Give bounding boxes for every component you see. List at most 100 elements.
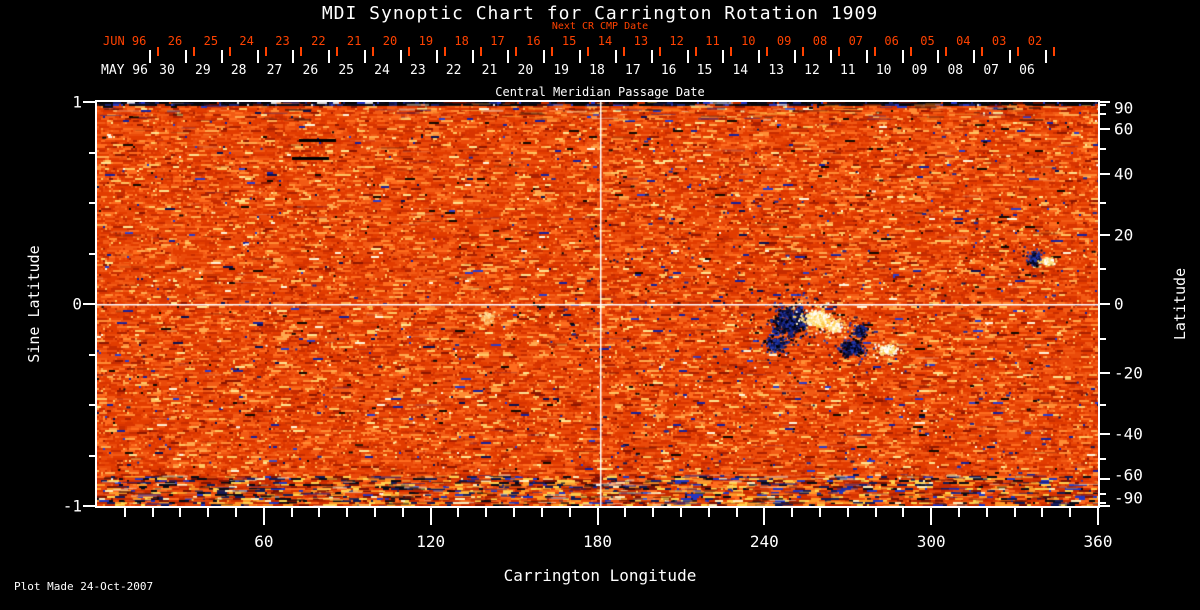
may-day-label: 19 [553,63,569,78]
bottom-axis-minor-tick [1069,508,1072,517]
left-axis-tick-label: -1 [62,496,82,516]
may-axis-tick [184,50,187,63]
jun-axis-tick [336,47,339,56]
may-axis-tick [328,50,331,63]
jun-axis-tick [264,47,267,56]
bottom-axis-major-tick [930,508,933,525]
right-axis-minor-tick [1100,148,1106,151]
jun-axis-tick [766,47,769,56]
jun-day-label: 11 [705,34,720,48]
right-axis-minor-tick [1100,202,1106,204]
may-axis-tick [399,50,402,63]
bottom-axis-major-tick [262,508,265,525]
bottom-axis-minor-tick [679,508,682,517]
may-day-label: 14 [732,63,749,78]
may-day-label: 07 [983,63,999,78]
left-axis-minor-tick [89,353,95,356]
may-axis-tick [579,50,582,63]
right-axis-tick-label: 40 [1114,164,1134,184]
jun-day-label: 20 [382,34,398,48]
jun-axis-tick [873,47,876,56]
bottom-axis-minor-tick [846,508,849,517]
bottom-axis-major-tick [596,508,599,525]
bottom-axis-tick-label: 120 [416,532,446,551]
may-axis-tick [758,50,761,63]
jun-axis-tick [837,47,840,56]
right-axis-tick-label: 20 [1114,225,1134,245]
may-axis-tick [543,50,546,63]
may-axis-tick [901,50,904,63]
bottom-axis-tick-label: 240 [749,532,779,551]
bottom-axis-minor-tick [151,508,154,517]
right-axis-major-tick [1100,303,1110,305]
jun-day-label: 06 [884,34,899,48]
jun-axis-tick [622,47,625,56]
may-axis-tick [937,50,940,63]
jun-axis-tick [909,47,912,56]
jun-day-label: 09 [776,34,792,48]
jun-axis-tick [443,47,446,56]
right-axis-minor-tick [1100,501,1106,504]
right-axis-major-tick [1100,173,1110,176]
jun-axis-tick [587,47,590,56]
jun-day-label: 13 [633,34,649,48]
jun-axis-tick [981,47,984,56]
jun-day-label: 25 [203,34,219,48]
bottom-axis-minor-tick [123,508,126,517]
may-axis-tick [829,50,832,63]
may-axis-tick [614,50,617,63]
may-axis-tick [256,50,259,63]
jun-axis-tick [1052,47,1055,56]
bottom-axis-minor-tick [1013,508,1016,517]
may-day-label: 28 [230,63,247,78]
right-axis-major-tick [1100,128,1110,131]
may-day-label: 23 [410,63,426,78]
may-day-label: 20 [517,63,534,78]
may-day-label: 30 [159,63,175,78]
jun-day-label: 16 [526,34,541,48]
may-day-label: 08 [947,63,964,78]
jun-axis-tick [515,47,518,56]
bottom-axis-minor-tick [207,508,210,517]
may-day-label: 15 [696,63,713,78]
bottom-axis-title: Carrington Longitude [503,566,697,585]
jun-axis-tick [228,47,231,56]
bottom-axis-minor-tick [874,508,877,517]
jun-day-label: 19 [418,34,434,48]
may-day-label: 24 [374,63,390,78]
jun-axis-tick [407,47,410,56]
right-axis-title: Latitude [1171,267,1189,341]
bottom-axis-minor-tick [540,508,543,517]
may-day-label: 17 [625,63,641,78]
may-day-label: 12 [804,63,820,78]
jun-axis-tick [192,47,195,56]
bottom-axis-minor-tick [485,508,488,517]
jun-day-label: 15 [561,34,577,48]
right-axis-minor-tick [1100,457,1106,460]
right-axis-tick-label: 90 [1114,98,1134,118]
left-axis-major-tick [83,101,95,103]
right-axis-major-tick [1100,477,1110,480]
bottom-axis-minor-tick [818,508,821,517]
may-axis-tick [471,50,474,63]
magnetogram-canvas [97,102,1098,506]
jun-day-label: 21 [346,34,362,48]
may-day-label: 27 [266,63,283,78]
right-axis-minor-tick [1100,338,1106,341]
bottom-axis-minor-tick [290,508,293,517]
right-axis-minor-tick [1100,267,1106,270]
right-axis-minor-tick [1100,492,1106,495]
bottom-axis-minor-tick [624,508,627,517]
left-axis-minor-tick [89,252,95,255]
central-meridian-passage-date-axis-label: Central Meridian Passage Date [495,85,705,99]
jun-axis-tick [372,47,375,56]
bottom-axis-minor-tick [235,508,238,517]
may-axis-tick [149,50,152,63]
bottom-axis-minor-tick [791,508,794,517]
chart-title: MDI Synoptic Chart for Carrington Rotati… [321,3,879,24]
bottom-axis-minor-tick [985,508,988,517]
may-day-label: 25 [338,63,354,78]
bottom-axis-minor-tick [513,508,516,517]
right-axis-tick-label: -20 [1114,363,1143,383]
bottom-axis-major-tick [1097,508,1099,525]
